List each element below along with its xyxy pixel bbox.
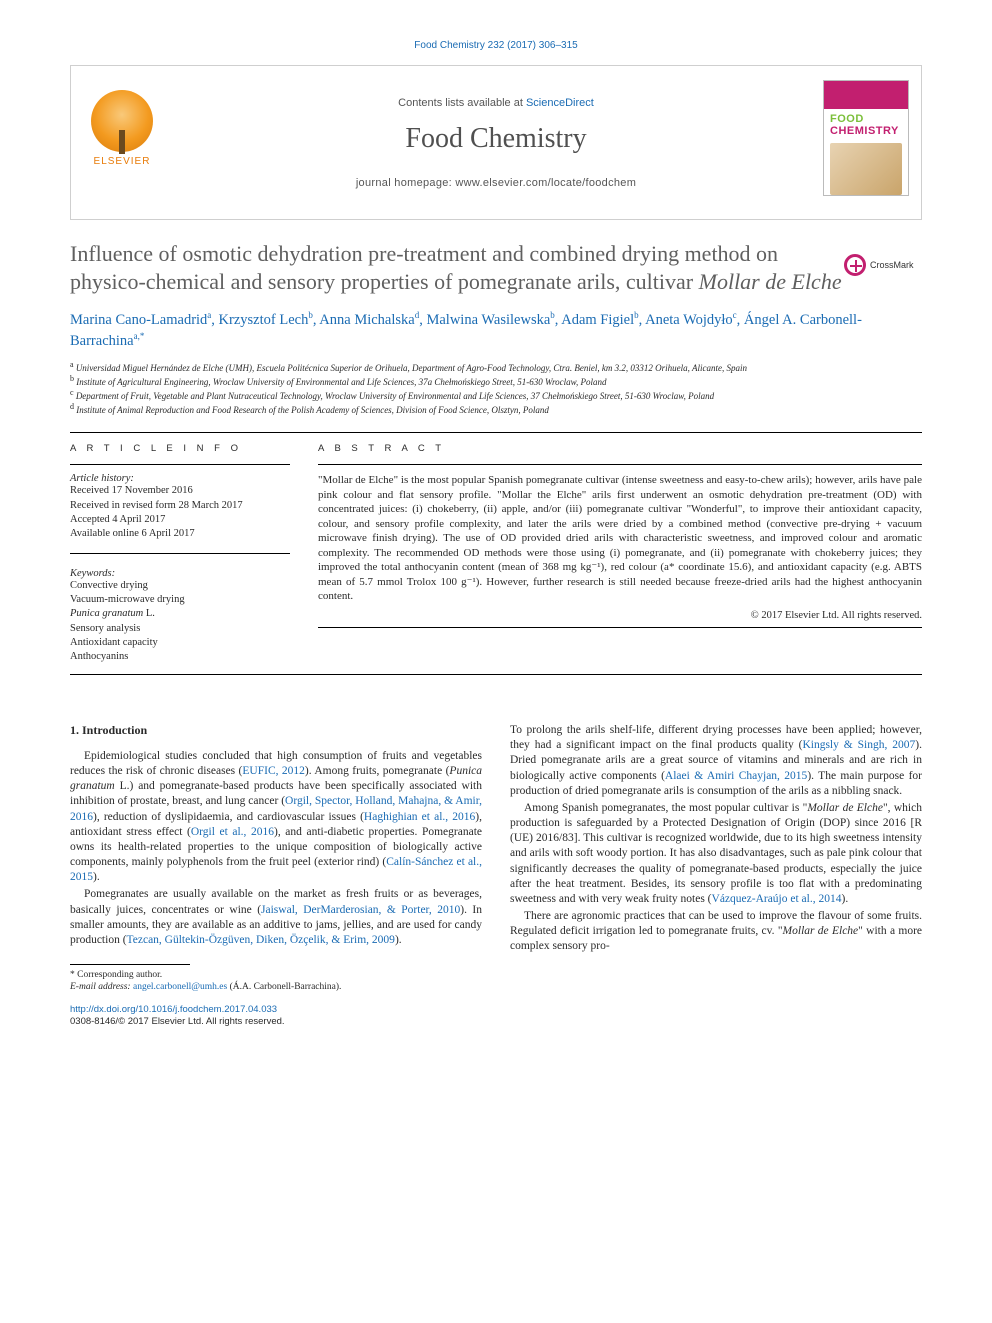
cover-word-food: FOOD xyxy=(830,113,864,125)
affiliation: c Department of Fruit, Vegetable and Pla… xyxy=(70,388,922,402)
cover-word-chemistry: CHEMISTRY xyxy=(830,125,899,137)
affiliation: a Universidad Miguel Hernández de Elche … xyxy=(70,360,922,374)
contents-prefix: Contents lists available at xyxy=(398,97,526,109)
keyword: Anthocyanins xyxy=(70,650,290,664)
article-info-heading: A R T I C L E I N F O xyxy=(70,443,290,454)
cover-image xyxy=(830,143,902,195)
paragraph: There are agronomic practices that can b… xyxy=(510,909,922,955)
divider xyxy=(70,432,922,433)
keyword: Antioxidant capacity xyxy=(70,636,290,650)
info-rule xyxy=(70,553,290,554)
corr-label: * Corresponding author. xyxy=(70,969,482,981)
article-title: Influence of osmotic dehydration pre-tre… xyxy=(70,240,922,295)
title-cultivar: Mollar de Elche xyxy=(699,269,842,294)
contents-available: Contents lists available at ScienceDirec… xyxy=(398,97,594,109)
journal-cover-thumbnail[interactable]: FOOD CHEMISTRY xyxy=(823,80,909,196)
history-line: Available online 6 April 2017 xyxy=(70,527,290,541)
homepage-prefix: journal homepage: xyxy=(356,177,456,189)
divider xyxy=(70,674,922,675)
history-line: Accepted 4 April 2017 xyxy=(70,513,290,527)
history-line: Received 17 November 2016 xyxy=(70,484,290,498)
journal-name: Food Chemistry xyxy=(405,123,586,155)
cover-stripe xyxy=(824,81,908,109)
corresponding-author-note: * Corresponding author. E-mail address: … xyxy=(70,969,482,994)
citation-link[interactable]: Jaiswal, DerMarderosian, & Porter, 2010 xyxy=(261,904,460,916)
keyword: Punica granatum L. xyxy=(70,607,290,621)
info-abstract-row: A R T I C L E I N F O Article history: R… xyxy=(70,443,922,664)
citation-link[interactable]: Vázquez-Araújo et al., 2014 xyxy=(712,893,842,905)
sciencedirect-link[interactable]: ScienceDirect xyxy=(526,97,594,109)
author[interactable]: Krzysztof Lechb xyxy=(219,312,313,328)
keyword: Vacuum-microwave drying xyxy=(70,593,290,607)
title-main: Influence of osmotic dehydration pre-tre… xyxy=(70,241,778,294)
abstract-text: "Mollar de Elche" is the most popular Sp… xyxy=(318,473,922,604)
citation-link[interactable]: EUFIC, 2012 xyxy=(242,765,305,777)
abstract-rule xyxy=(318,464,922,465)
article-info-column: A R T I C L E I N F O Article history: R… xyxy=(70,443,290,664)
author[interactable]: Marina Cano-Lamadrida xyxy=(70,312,211,328)
author[interactable]: Aneta Wojdyłoc xyxy=(645,312,737,328)
paragraph: To prolong the arils shelf-life, differe… xyxy=(510,723,922,799)
paragraph: Among Spanish pomegranates, the most pop… xyxy=(510,801,922,907)
citation-link[interactable]: Orgil et al., 2016 xyxy=(191,826,274,838)
affiliation: d Institute of Animal Reproduction and F… xyxy=(70,402,922,416)
email-label: E-mail address: xyxy=(70,982,131,992)
history-line: Received in revised form 28 March 2017 xyxy=(70,499,290,513)
affiliation: b Institute of Agricultural Engineering,… xyxy=(70,374,922,388)
abstract-column: A B S T R A C T "Mollar de Elche" is the… xyxy=(318,443,922,664)
journal-homepage: journal homepage: www.elsevier.com/locat… xyxy=(356,177,636,189)
keyword: Convective drying xyxy=(70,579,290,593)
elsevier-label: ELSEVIER xyxy=(94,156,151,167)
keywords-label: Keywords: xyxy=(70,568,290,579)
citation-link[interactable]: Tezcan, Gültekin-Özgüven, Diken, Özçelik… xyxy=(127,934,395,946)
elsevier-tree-icon xyxy=(91,90,153,152)
crossmark-label: CrossMark xyxy=(870,260,914,270)
footnote-rule xyxy=(70,964,190,965)
author[interactable]: Malwina Wasilewskab xyxy=(426,312,554,328)
citation-link[interactable]: Food Chemistry 232 (2017) 306–315 xyxy=(414,40,577,51)
email-of: (Á.A. Carbonell-Barrachina). xyxy=(230,982,342,992)
body-right-column: To prolong the arils shelf-life, differe… xyxy=(510,723,922,994)
elsevier-logo[interactable]: ELSEVIER xyxy=(83,90,161,185)
corr-email-link[interactable]: angel.carbonell@umh.es xyxy=(133,982,227,992)
homepage-link[interactable]: www.elsevier.com/locate/foodchem xyxy=(455,177,636,189)
issn-copyright: 0308-8146/© 2017 Elsevier Ltd. All right… xyxy=(70,1016,285,1027)
paragraph: Pomegranates are usually available on th… xyxy=(70,887,482,948)
doi-block: http://dx.doi.org/10.1016/j.foodchem.201… xyxy=(70,1004,922,1029)
citation-link[interactable]: Kingsly & Singh, 2007 xyxy=(802,739,915,751)
author[interactable]: Adam Figielb xyxy=(561,312,638,328)
doi-link[interactable]: http://dx.doi.org/10.1016/j.foodchem.201… xyxy=(70,1004,277,1015)
author[interactable]: Anna Michalskad xyxy=(319,312,419,328)
citation-link[interactable]: Haghighian et al., 2016 xyxy=(364,811,475,823)
body-left-column: 1. Introduction Epidemiological studies … xyxy=(70,723,482,994)
paragraph: Epidemiological studies concluded that h… xyxy=(70,749,482,886)
author-list: Marina Cano-Lamadrida, Krzysztof Lechb, … xyxy=(70,309,922,352)
section-heading-intro: 1. Introduction xyxy=(70,723,482,739)
crossmark-icon xyxy=(844,254,866,276)
cover-title: FOOD CHEMISTRY xyxy=(824,109,908,137)
keyword: Sensory analysis xyxy=(70,622,290,636)
article-citation: Food Chemistry 232 (2017) 306–315 xyxy=(70,40,922,51)
abstract-copyright: © 2017 Elsevier Ltd. All rights reserved… xyxy=(318,610,922,621)
crossmark-badge[interactable]: CrossMark xyxy=(844,254,922,276)
info-rule xyxy=(70,464,290,465)
citation-link[interactable]: Alaei & Amiri Chayjan, 2015 xyxy=(665,770,807,782)
history-label: Article history: xyxy=(70,473,290,484)
body-columns: 1. Introduction Epidemiological studies … xyxy=(70,723,922,994)
abstract-heading: A B S T R A C T xyxy=(318,443,922,454)
journal-header: ELSEVIER Contents lists available at Sci… xyxy=(70,65,922,220)
affiliations: a Universidad Miguel Hernández de Elche … xyxy=(70,360,922,417)
abstract-rule xyxy=(318,627,922,628)
